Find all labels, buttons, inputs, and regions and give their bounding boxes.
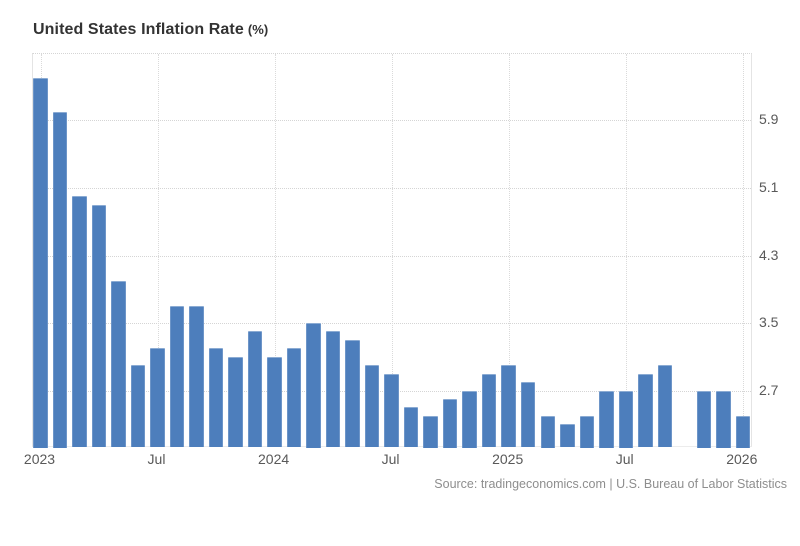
- y-axis-tick-label: 5.1: [759, 179, 779, 195]
- y-axis-tick-label: 4.3: [759, 246, 779, 263]
- bar-nov-2025[interactable]: [696, 390, 711, 448]
- x-axis-tick-label: 2024: [258, 451, 290, 467]
- chart-title-text: United States Inflation Rate: [33, 21, 244, 38]
- bar-aug-2023[interactable]: [169, 306, 185, 448]
- bar-mar-2024[interactable]: [306, 323, 321, 448]
- bar-feb-2024[interactable]: [286, 348, 302, 448]
- bar-jul-2025[interactable]: [618, 390, 633, 448]
- gridline-vertical: [274, 54, 276, 446]
- source-attribution: Source: tradingeconomics.com | U.S. Bure…: [434, 477, 787, 491]
- bar-jul-2023[interactable]: [150, 348, 165, 448]
- gridline-vertical: [508, 54, 510, 446]
- x-axis-tick-label: 2025: [492, 451, 524, 467]
- bar-sep-2023[interactable]: [189, 306, 204, 448]
- bar-feb-2025[interactable]: [520, 382, 536, 448]
- bar-mar-2025[interactable]: [540, 415, 555, 448]
- gridline-vertical: [625, 54, 627, 446]
- y-axis-tick-label: 3.5: [759, 314, 779, 330]
- bar-jul-2024[interactable]: [384, 373, 399, 448]
- bar-jan-2025[interactable]: [501, 365, 516, 448]
- y-axis-tick-label: 5.9: [759, 111, 779, 128]
- bar-apr-2023[interactable]: [91, 204, 107, 448]
- bar-apr-2025[interactable]: [560, 424, 575, 448]
- bar-oct-2023[interactable]: [208, 348, 224, 448]
- bar-jan-2026[interactable]: [735, 415, 750, 448]
- bar-nov-2023[interactable]: [228, 356, 243, 448]
- bar-sep-2024[interactable]: [423, 415, 438, 448]
- bar-aug-2024[interactable]: [403, 407, 419, 448]
- bar-dec-2025[interactable]: [716, 390, 731, 448]
- chart-title: United States Inflation Rate (%): [33, 21, 268, 39]
- gridline-vertical: [157, 54, 159, 446]
- bar-feb-2023[interactable]: [52, 112, 68, 448]
- bar-jun-2025[interactable]: [599, 390, 614, 448]
- bar-mar-2023[interactable]: [72, 196, 87, 448]
- bar-may-2025[interactable]: [579, 415, 594, 448]
- bar-may-2023[interactable]: [111, 280, 126, 448]
- bar-oct-2024[interactable]: [442, 399, 458, 448]
- bar-jun-2023[interactable]: [130, 365, 146, 448]
- gridline-vertical: [742, 54, 744, 446]
- x-axis-tick-label: Jul: [147, 451, 166, 467]
- bar-dec-2024[interactable]: [481, 373, 497, 448]
- y-axis-tick-label: 2.7: [759, 381, 779, 398]
- x-axis-tick-label: 2023: [23, 451, 56, 467]
- bar-aug-2025[interactable]: [638, 373, 653, 448]
- bar-jan-2024[interactable]: [267, 356, 282, 448]
- bar-jan-2023[interactable]: [33, 78, 48, 448]
- bar-dec-2023[interactable]: [247, 331, 263, 448]
- x-axis-tick-label: Jul: [381, 451, 400, 467]
- x-axis-tick-label: 2026: [726, 451, 758, 467]
- bar-apr-2024[interactable]: [325, 331, 341, 448]
- bar-nov-2024[interactable]: [462, 390, 477, 448]
- bar-sep-2025[interactable]: [657, 365, 672, 448]
- gridline-vertical: [391, 54, 393, 446]
- plot-area[interactable]: [32, 53, 752, 448]
- x-axis-tick-label: Jul: [615, 451, 634, 467]
- chart-title-unit: (%): [247, 22, 269, 37]
- bar-jun-2024[interactable]: [364, 365, 380, 448]
- bar-may-2024[interactable]: [345, 339, 360, 448]
